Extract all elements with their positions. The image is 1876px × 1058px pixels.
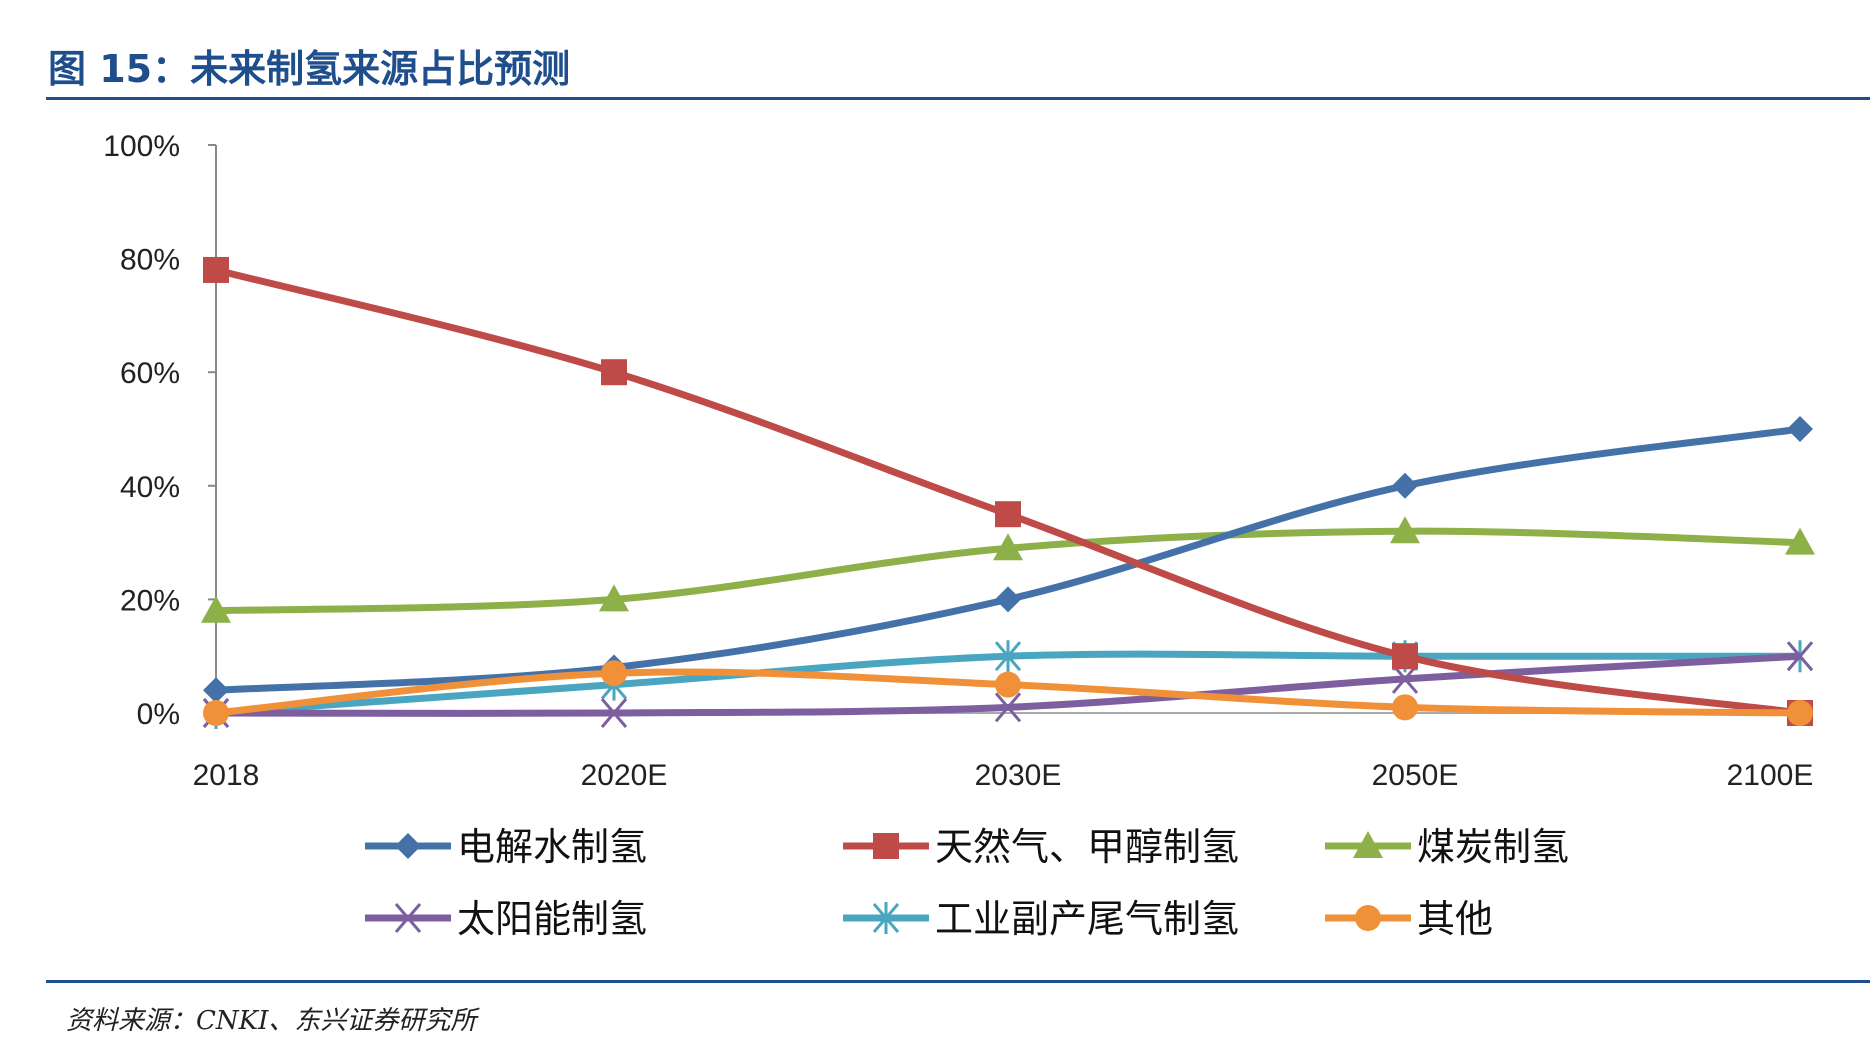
diamond-marker: [1392, 472, 1418, 499]
series-0: [203, 416, 1813, 704]
legend-label: 太阳能制氢: [457, 897, 647, 941]
circle-marker: [1392, 694, 1418, 721]
x-tick-label: 2050E: [1372, 759, 1459, 792]
series-5: [203, 660, 1813, 726]
legend-item: 煤炭制氢: [1325, 825, 1569, 869]
bottom-rule: [46, 980, 1870, 983]
triangle-marker: [1353, 831, 1383, 858]
triangle-marker: [201, 595, 231, 623]
legend-item: 天然气、甲醇制氢: [843, 825, 1239, 869]
x-marker: [1786, 641, 1814, 672]
legend-label: 天然气、甲醇制氢: [935, 825, 1239, 869]
square-marker: [203, 256, 229, 283]
x-marker: [994, 692, 1022, 723]
legend-item: 其他: [1325, 897, 1493, 941]
y-tick-label: 100%: [103, 130, 180, 163]
diamond-marker: [395, 833, 421, 859]
circle-marker: [601, 660, 627, 687]
legend-label: 电解水制氢: [457, 825, 647, 869]
legend-label: 煤炭制氢: [1417, 825, 1569, 869]
diamond-marker: [995, 586, 1021, 613]
x-marker: [394, 903, 422, 933]
y-tick-label: 80%: [120, 244, 180, 277]
triangle-marker: [1390, 516, 1420, 544]
legend-item: 工业副产尾气制氢: [843, 897, 1239, 941]
legend-item: 太阳能制氢: [365, 897, 647, 941]
y-tick-label: 60%: [120, 357, 180, 390]
diamond-marker: [203, 677, 229, 704]
y-tick-label: 0%: [137, 698, 180, 731]
x-tick-label: 2030E: [975, 759, 1062, 792]
diamond-marker: [1787, 416, 1813, 442]
x-tick-label: 2018: [193, 759, 260, 792]
legend-label: 工业副产尾气制氢: [935, 897, 1239, 941]
x-marker: [600, 698, 628, 728]
figure-title: 图 15：未来制氢来源占比预测: [48, 47, 571, 91]
legend-label: 其他: [1417, 897, 1493, 941]
circle-marker: [1787, 700, 1813, 726]
circle-marker: [203, 700, 229, 726]
square-marker: [1392, 643, 1418, 670]
star-marker: [994, 640, 1022, 673]
x-tick-label: 2100E: [1727, 759, 1814, 792]
square-marker: [995, 501, 1021, 528]
series-2: [201, 516, 1815, 623]
y-tick-label: 20%: [120, 584, 180, 617]
square-marker: [601, 359, 627, 386]
legend-item: 电解水制氢: [365, 825, 647, 869]
star-marker: [872, 902, 900, 934]
triangle-marker: [993, 533, 1023, 561]
square-marker: [873, 833, 899, 859]
triangle-marker: [1785, 527, 1815, 555]
source-note: 资料来源：CNKI、东兴证券研究所: [66, 1006, 477, 1036]
x-tick-label: 2020E: [581, 759, 668, 792]
top-rule: [46, 97, 1870, 100]
triangle-marker: [599, 584, 629, 612]
circle-marker: [995, 671, 1021, 698]
circle-marker: [1355, 905, 1381, 931]
y-tick-label: 40%: [120, 471, 180, 504]
x-marker: [1391, 663, 1419, 694]
